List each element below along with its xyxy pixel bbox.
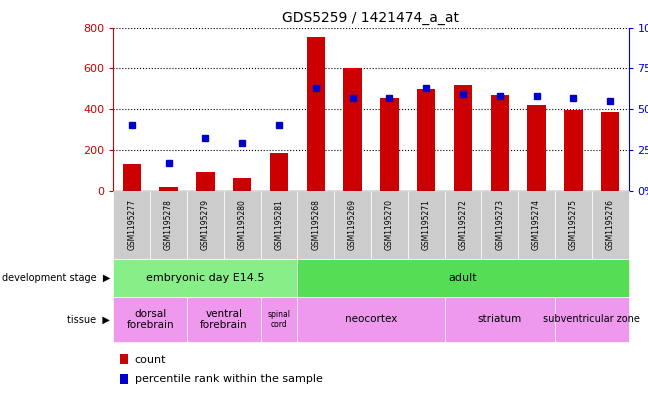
Text: GSM1195271: GSM1195271 <box>422 200 431 250</box>
Bar <box>196 172 214 191</box>
Bar <box>307 37 325 191</box>
Text: embryonic day E14.5: embryonic day E14.5 <box>146 273 264 283</box>
Bar <box>491 95 509 191</box>
Text: neocortex: neocortex <box>345 314 397 324</box>
Bar <box>343 68 362 191</box>
Text: GSM1195274: GSM1195274 <box>532 200 541 250</box>
Bar <box>454 84 472 191</box>
Text: dorsal
forebrain: dorsal forebrain <box>126 309 174 330</box>
Text: GSM1195269: GSM1195269 <box>348 200 357 250</box>
Text: adult: adult <box>448 273 478 283</box>
Text: GSM1195279: GSM1195279 <box>201 200 210 250</box>
Text: GSM1195275: GSM1195275 <box>569 200 578 250</box>
Text: subventricular zone: subventricular zone <box>543 314 640 324</box>
Bar <box>122 164 141 191</box>
Bar <box>159 187 178 191</box>
Text: GSM1195280: GSM1195280 <box>238 200 247 250</box>
Text: GSM1195278: GSM1195278 <box>164 200 173 250</box>
Text: GSM1195273: GSM1195273 <box>495 200 504 250</box>
Text: percentile rank within the sample: percentile rank within the sample <box>135 374 323 384</box>
Text: spinal
cord: spinal cord <box>268 310 290 329</box>
Bar <box>564 110 583 191</box>
Text: GSM1195281: GSM1195281 <box>275 200 283 250</box>
Text: ventral
forebrain: ventral forebrain <box>200 309 248 330</box>
Bar <box>601 112 619 191</box>
Text: GSM1195270: GSM1195270 <box>385 200 394 250</box>
Text: tissue  ▶: tissue ▶ <box>67 314 110 324</box>
Bar <box>270 153 288 191</box>
Text: GSM1195268: GSM1195268 <box>311 200 320 250</box>
Bar <box>380 98 399 191</box>
Text: striatum: striatum <box>478 314 522 324</box>
Text: count: count <box>135 354 167 365</box>
Text: GSM1195276: GSM1195276 <box>606 200 615 250</box>
Bar <box>527 105 546 191</box>
Text: GSM1195277: GSM1195277 <box>127 200 136 250</box>
Text: development stage  ▶: development stage ▶ <box>2 273 110 283</box>
Bar <box>417 89 435 191</box>
Bar <box>233 178 251 191</box>
Text: GSM1195272: GSM1195272 <box>459 200 467 250</box>
Title: GDS5259 / 1421474_a_at: GDS5259 / 1421474_a_at <box>283 11 459 25</box>
